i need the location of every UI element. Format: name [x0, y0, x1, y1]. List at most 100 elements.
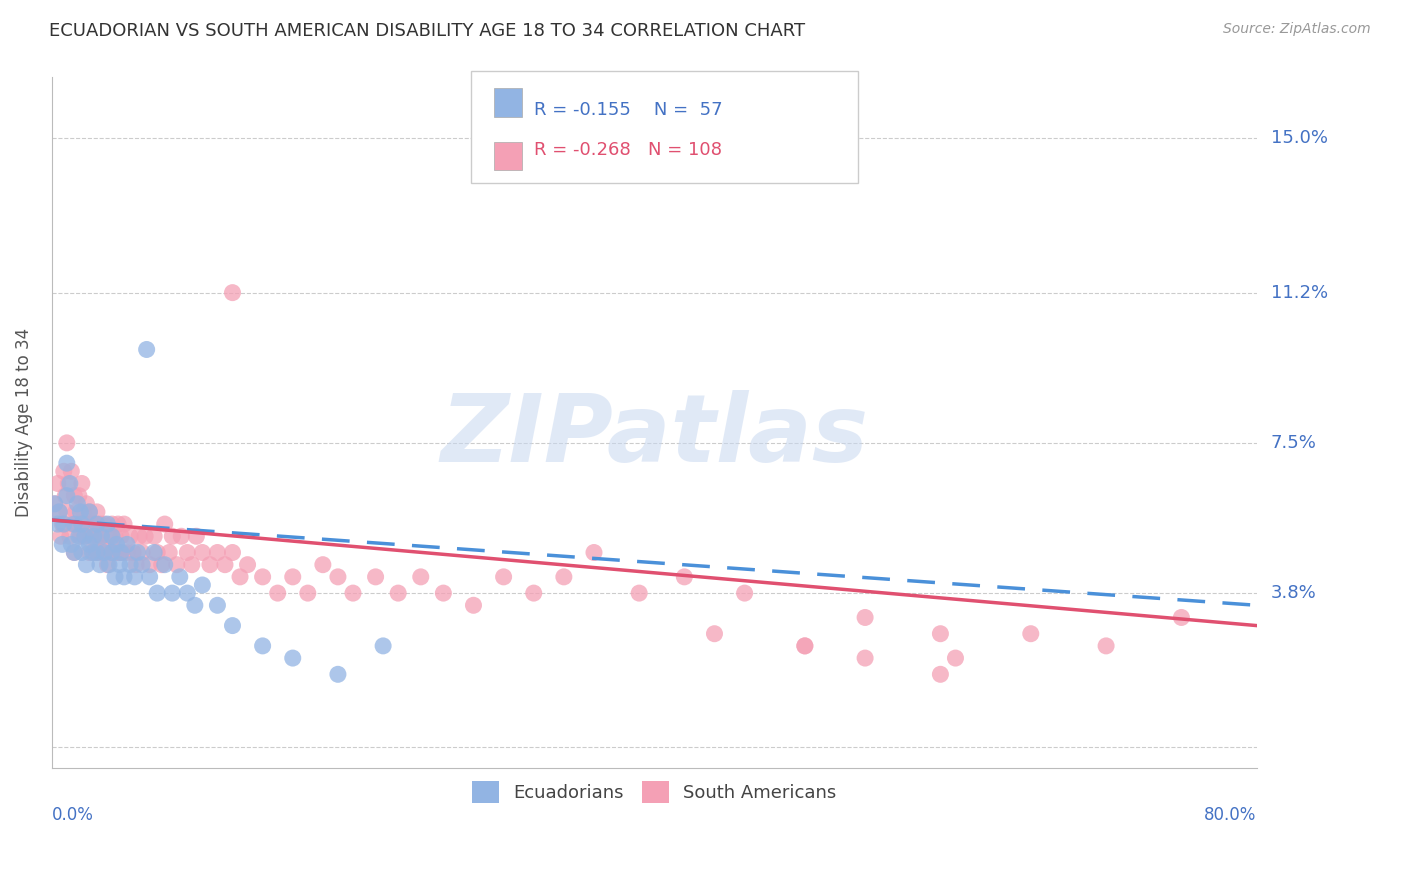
Point: [63, 489, 86, 503]
Point: [91, 545, 114, 559]
Point: [110, 529, 132, 543]
Point: [103, 545, 125, 559]
Point: [82, 545, 104, 559]
Point: [79, 545, 101, 559]
Point: [98, 558, 121, 572]
Point: [112, 517, 135, 532]
Point: [221, 285, 243, 300]
Point: [63, 517, 86, 532]
Point: [56, 505, 79, 519]
Point: [186, 529, 208, 543]
Point: [108, 545, 131, 559]
Point: [929, 667, 952, 681]
Point: [364, 570, 387, 584]
Point: [79, 537, 101, 551]
Point: [1019, 626, 1042, 640]
Point: [582, 545, 605, 559]
Point: [77, 517, 100, 532]
Point: [281, 570, 304, 584]
Point: [104, 570, 127, 584]
Point: [945, 651, 967, 665]
Point: [101, 545, 124, 559]
Point: [184, 599, 207, 613]
Point: [75, 497, 97, 511]
Text: 15.0%: 15.0%: [1271, 129, 1327, 147]
Point: [297, 586, 319, 600]
Point: [266, 586, 288, 600]
Point: [107, 517, 129, 532]
Legend: Ecuadorians, South Americans: Ecuadorians, South Americans: [464, 774, 844, 811]
Point: [60, 464, 83, 478]
Point: [853, 610, 876, 624]
Point: [66, 517, 89, 532]
Point: [49, 529, 72, 543]
Point: [127, 545, 149, 559]
Point: [60, 537, 83, 551]
Point: [48, 505, 70, 519]
Text: ECUADORIAN VS SOUTH AMERICAN DISABILITY AGE 18 TO 34 CORRELATION CHART: ECUADORIAN VS SOUTH AMERICAN DISABILITY …: [49, 22, 806, 40]
Point: [387, 586, 409, 600]
Point: [59, 476, 82, 491]
Text: 0.0%: 0.0%: [52, 805, 94, 823]
Point: [111, 545, 134, 559]
Point: [67, 489, 90, 503]
Point: [734, 586, 756, 600]
Point: [56, 456, 79, 470]
Point: [180, 558, 202, 572]
Point: [58, 476, 80, 491]
Point: [150, 558, 173, 572]
Point: [143, 529, 166, 543]
Point: [128, 529, 150, 543]
Point: [143, 545, 166, 559]
Point: [207, 545, 229, 559]
Point: [157, 545, 180, 559]
Point: [134, 529, 156, 543]
Point: [198, 558, 221, 572]
Point: [83, 529, 105, 543]
Point: [63, 545, 86, 559]
Point: [176, 545, 198, 559]
Point: [115, 545, 138, 559]
Point: [90, 529, 112, 543]
Point: [492, 570, 515, 584]
Point: [342, 586, 364, 600]
Point: [73, 529, 96, 543]
Point: [146, 545, 169, 559]
Point: [93, 517, 115, 532]
Point: [252, 639, 274, 653]
Point: [51, 517, 73, 532]
Point: [135, 343, 157, 357]
Point: [56, 435, 79, 450]
Point: [409, 570, 432, 584]
Point: [138, 558, 160, 572]
Point: [673, 570, 696, 584]
Point: [166, 558, 188, 572]
Point: [793, 639, 815, 653]
Point: [326, 570, 349, 584]
Point: [46, 476, 69, 491]
Point: [131, 545, 153, 559]
Point: [628, 586, 651, 600]
Point: [191, 545, 214, 559]
Point: [67, 529, 90, 543]
Point: [169, 570, 191, 584]
Point: [86, 529, 108, 543]
Point: [84, 517, 107, 532]
Point: [56, 489, 79, 503]
Point: [96, 517, 118, 532]
Point: [125, 558, 148, 572]
Point: [69, 505, 91, 519]
Point: [83, 545, 105, 559]
Point: [138, 570, 160, 584]
Point: [176, 586, 198, 600]
Text: Source: ZipAtlas.com: Source: ZipAtlas.com: [1223, 22, 1371, 37]
Point: [90, 529, 112, 543]
Point: [105, 537, 128, 551]
Point: [326, 667, 349, 681]
Text: ZIPatlas: ZIPatlas: [440, 391, 869, 483]
Point: [236, 558, 259, 572]
Point: [63, 545, 86, 559]
Point: [75, 558, 97, 572]
Point: [153, 558, 176, 572]
Point: [69, 529, 91, 543]
